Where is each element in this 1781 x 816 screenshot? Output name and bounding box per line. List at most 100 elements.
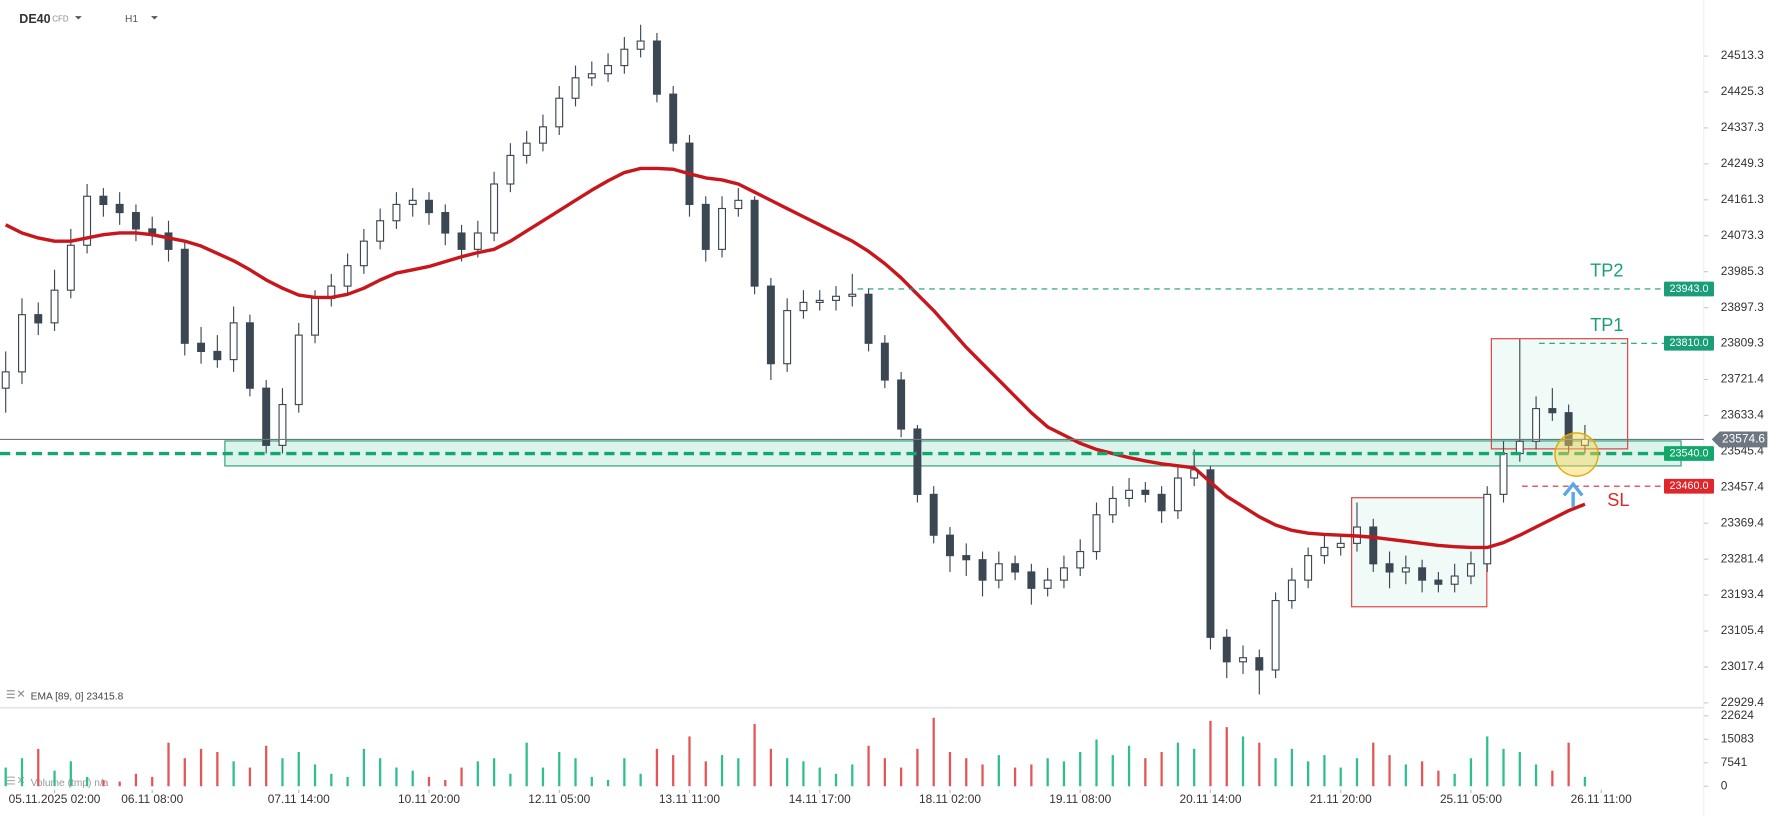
indicator-legend: EMA [89, 0] 23415.8 Volume (tmp) n/a	[6, 690, 124, 789]
volume-bar	[1144, 758, 1147, 787]
level-tag	[1664, 478, 1714, 494]
candle-body	[1401, 567, 1410, 573]
volume-bar	[834, 773, 838, 787]
level-name: TP1	[1590, 315, 1623, 335]
volume-bar	[1388, 755, 1391, 787]
level-tag-label: 23540.0	[1670, 447, 1709, 459]
candle-body	[636, 40, 645, 50]
y-tick-label: 23457.4	[1721, 479, 1764, 493]
candle-body	[978, 559, 987, 581]
volume-bar	[281, 758, 284, 787]
candle-body	[994, 563, 1003, 581]
y-tick-label: 23809.3	[1721, 336, 1764, 350]
volume-bar	[476, 761, 479, 787]
candle-body	[1483, 493, 1492, 565]
x-tick-label: 13.11 11:00	[659, 792, 721, 806]
breakout-box	[1490, 338, 1629, 450]
volume-bar	[151, 776, 154, 787]
volume-bar	[411, 770, 414, 787]
volume-bar	[1111, 755, 1114, 787]
candle-body	[1011, 563, 1020, 573]
volume-bar	[216, 751, 219, 787]
volume-bar	[672, 755, 675, 787]
legend-icon[interactable]	[6, 776, 15, 785]
x-tick-label: 20.11 14:00	[1179, 792, 1241, 806]
candle-body	[425, 199, 433, 214]
volume-bar	[965, 758, 968, 787]
volume-bar	[1307, 761, 1310, 787]
volume-bar	[655, 748, 659, 787]
candle-body	[1450, 575, 1459, 585]
timeframe[interactable]: H1	[125, 14, 138, 25]
volume-bar	[1372, 742, 1375, 787]
candle-body	[604, 65, 613, 75]
volume-bar	[525, 742, 528, 787]
candle-body	[1532, 408, 1541, 442]
candle-body	[1304, 555, 1313, 581]
x-tick-label: 14.11 17:00	[789, 792, 851, 806]
price-tag	[1711, 431, 1768, 448]
candle-body	[1385, 563, 1394, 573]
legend-icon[interactable]	[6, 690, 15, 699]
volume-bar	[395, 767, 398, 787]
volume-bar	[1274, 758, 1277, 787]
volume-bar	[1583, 776, 1587, 787]
x-tick-label: 05.11.2025 02:00	[9, 792, 101, 806]
volume-bar	[460, 767, 463, 787]
volume-bar	[509, 773, 512, 787]
ema-name: EMA [89, 0]	[31, 691, 84, 702]
candle-body	[115, 203, 124, 214]
candle-body	[408, 199, 417, 205]
instrument-tag: CFD	[52, 15, 69, 24]
timeframe-caret[interactable]	[151, 16, 158, 20]
y-tick-label: 24249.3	[1721, 156, 1764, 170]
candle-body	[457, 232, 466, 250]
candle-body	[1239, 657, 1247, 663]
candle-body	[652, 40, 661, 95]
volume-bar	[1062, 761, 1066, 787]
volume-bar	[444, 780, 447, 787]
candle-body	[1027, 571, 1036, 589]
volume-bar	[1046, 758, 1049, 787]
header: DE40 CFD H1	[19, 12, 158, 26]
volume-bar	[69, 761, 72, 787]
legend-close[interactable]	[17, 690, 25, 697]
volume-status: n/a	[94, 778, 109, 789]
volume-bar	[118, 781, 121, 787]
y-tick-label: 23193.4	[1721, 587, 1764, 601]
candle-body	[180, 248, 189, 344]
level-name: TP2	[1590, 261, 1623, 281]
candle-body	[1059, 567, 1068, 581]
y-tick-label: 23721.4	[1721, 372, 1764, 386]
candle-body	[783, 310, 792, 365]
candle-body	[245, 322, 254, 389]
symbol[interactable]: DE40	[19, 12, 50, 26]
y-tick-label: 23985.3	[1721, 264, 1764, 278]
candle-body	[750, 199, 759, 287]
candle-body	[1515, 440, 1524, 455]
volume-y-tick-label: 22624	[1721, 708, 1754, 722]
candle-body	[262, 387, 271, 446]
candle-body	[1271, 599, 1280, 671]
volume-bar	[1420, 761, 1424, 787]
x-tick-label: 19.11 08:00	[1049, 792, 1111, 806]
volume-bar	[688, 736, 691, 787]
candle-body	[164, 232, 173, 250]
y-tick-label: 23897.3	[1721, 300, 1764, 314]
x-tick-label: 18.11 02:00	[919, 792, 981, 806]
volume-bar	[1030, 764, 1033, 787]
volume-bar	[362, 748, 366, 787]
volume-bar	[427, 776, 431, 787]
candle-body	[376, 220, 385, 242]
volume-bar	[379, 758, 382, 787]
symbol-caret[interactable]	[74, 16, 82, 20]
candle-body	[1548, 408, 1557, 414]
candle-body	[1173, 477, 1182, 512]
level-tag-label: 23810.0	[1670, 337, 1709, 349]
volume-bar	[265, 745, 268, 787]
candle-body	[1287, 579, 1296, 602]
volume-bar	[134, 773, 138, 787]
volume-bar	[1437, 770, 1440, 787]
volume-bar	[867, 745, 870, 787]
